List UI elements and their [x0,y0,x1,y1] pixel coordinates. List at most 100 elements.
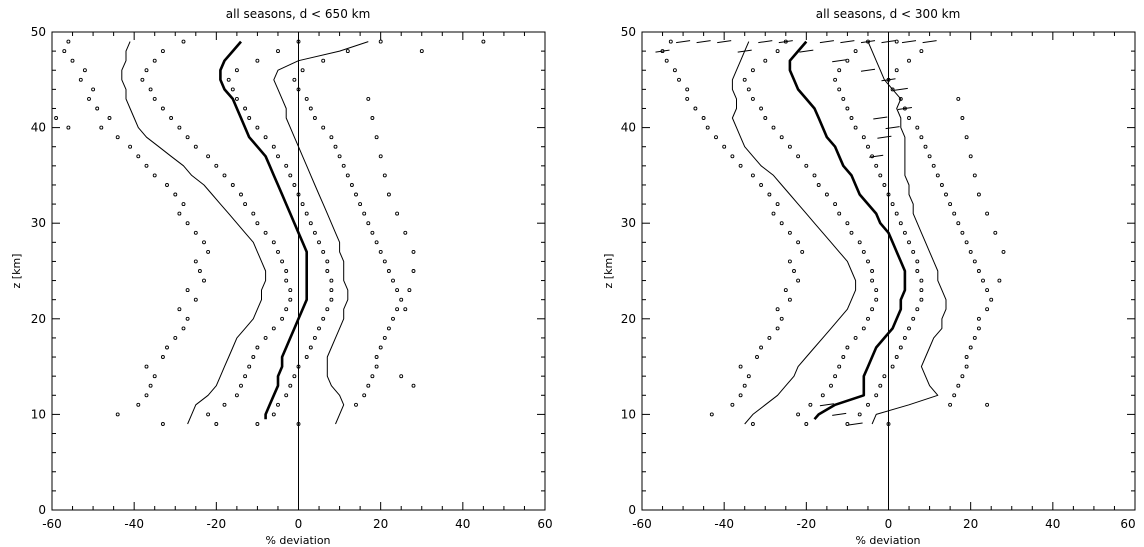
panel-right: all seasons, d < 300 km -60 -40 -20 0 20… [602,7,1136,547]
xtick-label: 40 [455,517,470,531]
data-point [866,259,870,264]
dash-mark [696,40,711,44]
data-point [890,202,895,207]
data-point [767,335,772,340]
data-point [185,135,190,140]
data-point [919,297,924,302]
data-point [972,173,977,178]
data-point [742,383,747,388]
data-point [280,259,285,264]
data-point [985,402,990,407]
data-point [296,192,301,197]
data-point [787,230,792,235]
xtick-label: 40 [1045,517,1060,531]
data-point [898,221,903,226]
data-point [193,297,198,302]
data-point [341,163,346,168]
data-point [284,278,289,283]
data-point [325,269,330,273]
ytick-labels-right: 0 10 20 30 40 50 [621,25,636,517]
data-point [866,402,870,407]
data-point [837,364,842,369]
data-point [358,202,363,207]
data-point [263,135,268,140]
data-point [898,345,903,350]
ytick-label: 30 [31,216,46,230]
data-point [206,412,211,417]
data-point [152,58,157,63]
data-point [833,77,838,82]
data-point [247,364,252,369]
data-point [915,307,920,312]
data-point [276,249,280,254]
data-point [374,135,379,140]
data-point [923,144,928,149]
data-point [296,364,301,369]
data-point [964,364,969,369]
data-point [115,135,120,140]
data-point [271,326,276,331]
data-point [337,154,342,159]
data-point [288,288,293,293]
data-point [263,230,268,235]
dash-mark [848,422,863,426]
mean-profile-line [219,40,308,420]
data-point [989,297,994,302]
dash-mark [860,40,876,44]
data-point [255,345,260,350]
data-point [354,402,358,407]
data-point [931,163,936,168]
data-point [304,96,309,101]
xlabel-left: % deviation [265,534,330,547]
xtick-label: 60 [537,517,552,531]
xtick-label: 60 [1120,517,1135,531]
data-point [787,144,792,149]
data-point [968,249,973,254]
xtick-label: -40 [124,517,144,531]
data-point [915,269,920,273]
data-point [902,230,907,235]
data-point [668,39,673,44]
data-point [214,163,219,168]
data-point [890,87,895,92]
data-point [202,278,206,283]
data-point [981,278,985,283]
data-point [411,269,416,273]
dash-mark [819,40,834,44]
ytick-label: 20 [621,312,636,326]
dash-mark [819,403,834,407]
data-point [849,230,854,235]
data-point [329,297,334,302]
data-point [271,240,276,245]
data-point [300,202,305,207]
data-point [771,125,776,130]
data-point [787,259,792,264]
data-point [115,412,120,417]
data-point [202,240,206,245]
data-point [874,288,879,293]
dash-mark [893,87,908,91]
data-point [144,163,149,168]
data-point [378,39,383,44]
dash-mark [860,68,876,72]
ticks-left [51,31,546,511]
data-point [837,211,842,216]
dash-mark [922,40,937,44]
data-point [792,269,796,273]
data-point [165,345,169,350]
data-point [386,326,391,331]
data-point [861,326,866,331]
ytick-label: 40 [31,121,46,135]
data-point [312,335,317,340]
data-point [185,316,190,321]
ytick-label: 0 [628,503,636,517]
data-point [816,183,821,187]
data-point [861,249,866,254]
data-point [750,173,755,178]
data-point [321,316,326,321]
data-point [391,278,395,283]
data-point [78,77,83,82]
data-point [796,240,801,245]
data-point [919,135,924,140]
